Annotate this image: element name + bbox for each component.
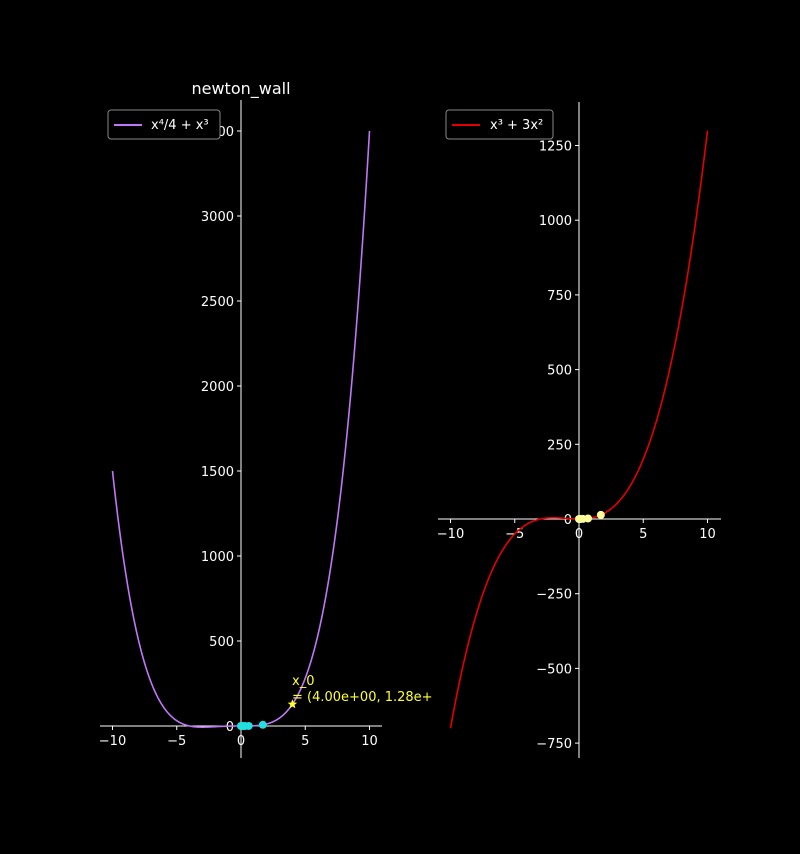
x-tick-label: 5	[301, 734, 309, 749]
right-chart: −10 −5 0 5 10 −750−500−250025050075010001250…	[437, 102, 721, 758]
legend: x⁴/4 + x³	[107, 109, 221, 140]
x-tick-label: 5	[639, 527, 647, 542]
legend: x³ + 3x²	[445, 109, 554, 140]
y-tick-label: 1500	[201, 465, 234, 480]
x-tick-label: −10	[437, 527, 464, 542]
legend-label: x³ + 3x²	[490, 118, 543, 133]
iterate-point	[237, 722, 245, 730]
iterate-point	[596, 510, 605, 519]
start-point-marker	[287, 699, 298, 709]
y-tick-label: 500	[209, 635, 234, 650]
y-tick-label: 2500	[201, 295, 234, 310]
iterate-point	[258, 720, 267, 729]
y-tick-label: 0	[564, 513, 572, 528]
y-tick-label: 2000	[201, 380, 234, 395]
annotation-line2: = (4.00e+00, 1.28e+	[292, 690, 433, 705]
y-tick-label: 500	[547, 364, 572, 379]
legend-label: x⁴/4 + x³	[151, 118, 209, 133]
x-tick-label: 10	[699, 527, 716, 542]
legend-frame	[107, 109, 221, 140]
left-chart: newton_wall −10 −5 0 5 10 050010001500200025…	[99, 79, 433, 758]
y-tick-label: 0	[226, 720, 234, 735]
y-axis: −750 −500 −250 0 250 500 750 1000 1250	[536, 102, 580, 758]
y-tick-label: 250	[547, 438, 572, 453]
chart-title: newton_wall	[191, 79, 290, 99]
y-tick-label: 750	[547, 289, 572, 304]
iterate-point	[575, 515, 583, 523]
y-tick-label: 1000	[201, 550, 234, 565]
y-tick-label: −750	[536, 737, 572, 752]
y-tick-label: −500	[536, 662, 572, 677]
y-tick-label: 1000	[539, 214, 572, 229]
x-tick-label: −10	[99, 734, 126, 749]
x-tick-label: −5	[167, 734, 186, 749]
annotation-line1: x_0	[292, 674, 314, 689]
y-tick-label: 3000	[201, 210, 234, 225]
y-tick-label: 1250	[539, 140, 572, 155]
x-tick-label: 10	[361, 734, 378, 749]
legend-frame	[445, 109, 554, 140]
y-tick-label: −250	[536, 588, 572, 603]
y-axis: 0500100015002000250030003500	[201, 100, 242, 758]
